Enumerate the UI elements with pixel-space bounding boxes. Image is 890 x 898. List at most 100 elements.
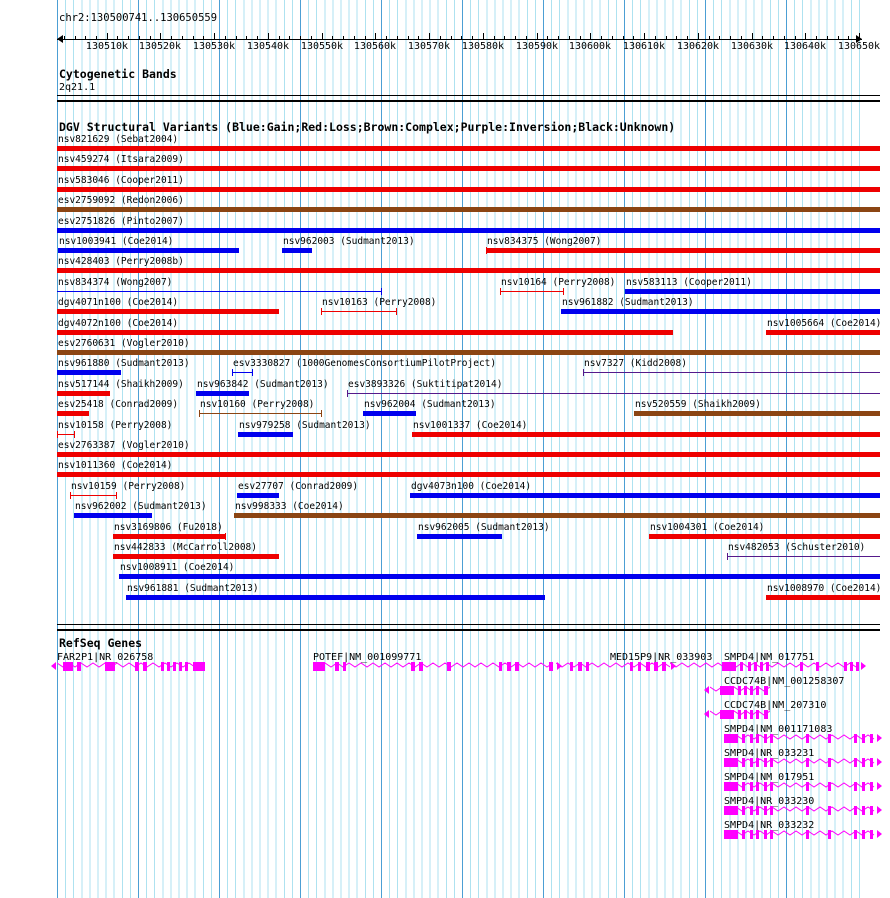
gene-model[interactable] <box>556 660 676 673</box>
dgv-variant-bar[interactable] <box>410 492 880 499</box>
dgv-variant-bar[interactable] <box>57 329 673 336</box>
dgv-variant-bar[interactable] <box>57 349 880 356</box>
dgv-variant-bar[interactable] <box>199 410 322 417</box>
gene-exon <box>870 782 873 791</box>
dgv-variant-segment <box>363 411 416 416</box>
ruler-major-tick <box>268 33 269 40</box>
dgv-variant-bar[interactable] <box>649 533 880 540</box>
gene-exon <box>870 734 873 743</box>
ruler-major-tick <box>107 33 108 40</box>
gene-model[interactable] <box>313 660 562 673</box>
ruler-major-tick <box>429 33 430 40</box>
dgv-variant-bar[interactable] <box>196 390 249 397</box>
ruler-left-arrow-icon <box>57 35 63 43</box>
dgv-variant-label: esv2763387 (Vogler2010) <box>58 440 190 451</box>
gene-model[interactable] <box>724 732 882 745</box>
dgv-variant-bar[interactable] <box>113 533 226 540</box>
dgv-variant-bar[interactable] <box>321 308 397 315</box>
gene-label: SMPD4|NR_033230 <box>724 796 815 807</box>
dgv-variant-label: nsv459274 (Itsara2009) <box>58 154 184 165</box>
gene-strand-right-arrow-icon <box>877 758 882 766</box>
dgv-variant-bar[interactable] <box>363 410 416 417</box>
ruler-tick-label: 130570k <box>407 41 451 52</box>
gene-exon <box>179 662 182 671</box>
gene-exon <box>161 662 164 671</box>
dgv-variant-bar[interactable] <box>282 247 312 254</box>
dgv-variant-bar[interactable] <box>57 390 110 397</box>
dgv-variant-bar[interactable] <box>583 369 880 376</box>
dgv-variant-bar[interactable] <box>119 573 880 580</box>
dgv-variant-bar[interactable] <box>634 410 880 417</box>
ruler-tick-label: 130610k <box>622 41 666 52</box>
ruler-minor-tick <box>193 36 194 40</box>
dgv-variant-segment <box>417 534 502 539</box>
dgv-variant-segment <box>321 311 397 312</box>
dgv-variant-segment <box>561 309 880 314</box>
gene-model[interactable] <box>704 684 770 697</box>
gene-exon <box>720 710 734 719</box>
dgv-variant-bar[interactable] <box>234 512 880 519</box>
dgv-variant-bar[interactable] <box>237 492 279 499</box>
gene-model[interactable] <box>724 828 882 841</box>
dgv-variant-bar[interactable] <box>727 553 880 560</box>
ruler-minor-tick <box>279 36 280 40</box>
dgv-variant-label: dgv4071n100 (Coe2014) <box>58 297 179 308</box>
dgv-variant-bar[interactable] <box>347 390 880 397</box>
gene-exon <box>828 758 831 767</box>
dgv-variant-bar[interactable] <box>57 165 880 172</box>
dgv-variant-bar[interactable] <box>57 206 880 213</box>
dgv-variant-bar[interactable] <box>57 308 279 315</box>
gene-label: SMPD4|NR_033231 <box>724 748 815 759</box>
dgv-variant-label: dgv4073n100 (Coe2014) <box>411 481 532 492</box>
dgv-variant-bar[interactable] <box>58 247 239 254</box>
dgv-variant-bar[interactable] <box>766 594 880 601</box>
dgv-variant-label: nsv10158 (Perry2008) <box>58 420 173 431</box>
gene-model[interactable] <box>724 804 882 817</box>
dgv-variant-bar[interactable] <box>57 267 880 274</box>
dgv-variant-bar[interactable] <box>57 471 880 478</box>
gene-exon <box>343 662 346 671</box>
dgv-variant-bar[interactable] <box>57 145 880 152</box>
dgv-variant-bar[interactable] <box>57 410 89 417</box>
dgv-variant-bar[interactable] <box>113 553 279 560</box>
dgv-variant-bar[interactable] <box>57 288 382 295</box>
dgv-variant-bar[interactable] <box>500 288 564 295</box>
dgv-variant-bar[interactable] <box>74 512 152 519</box>
dgv-variant-bar[interactable] <box>625 288 880 295</box>
dgv-variant-label: nsv962003 (Sudmant2013) <box>283 236 415 247</box>
dgv-variant-bar[interactable] <box>417 533 502 540</box>
dgv-variant-segment <box>57 330 673 335</box>
dgv-variant-bar[interactable] <box>561 308 880 315</box>
gene-model[interactable] <box>704 708 770 721</box>
gene-model[interactable] <box>724 756 882 769</box>
gene-model[interactable] <box>670 660 866 673</box>
gene-exon <box>646 662 650 671</box>
dgv-variant-bar[interactable] <box>486 247 880 254</box>
ruler-minor-tick <box>633 36 634 40</box>
ruler-major-tick <box>483 33 484 40</box>
dgv-variant-segment <box>57 411 89 416</box>
dgv-variant-bar[interactable] <box>57 451 880 458</box>
gene-exon <box>764 758 767 767</box>
ruler-minor-tick <box>676 36 677 40</box>
ruler-minor-tick <box>386 36 387 40</box>
ruler-minor-tick <box>246 36 247 40</box>
dgv-variant-label: nsv442833 (McCarroll2008) <box>114 542 257 553</box>
dgv-variant-bar[interactable] <box>412 431 880 438</box>
gene-exon <box>770 758 773 767</box>
gene-exon <box>862 782 865 791</box>
dgv-variant-bar[interactable] <box>232 369 253 376</box>
gene-exon <box>856 662 859 671</box>
dgv-variant-bar[interactable] <box>238 431 293 438</box>
dgv-variant-bar[interactable] <box>57 369 121 376</box>
dgv-variant-bar[interactable] <box>57 186 880 193</box>
gene-model[interactable] <box>51 660 205 673</box>
dgv-variant-bar[interactable] <box>126 594 545 601</box>
dgv-variant-bar[interactable] <box>57 227 880 234</box>
gene-exon <box>724 830 738 839</box>
dgv-variant-bar[interactable] <box>57 431 75 438</box>
gene-model[interactable] <box>724 780 882 793</box>
dgv-variant-bar[interactable] <box>70 492 117 499</box>
ruler-tick-label: 130540k <box>246 41 290 52</box>
dgv-variant-bar[interactable] <box>766 329 880 336</box>
